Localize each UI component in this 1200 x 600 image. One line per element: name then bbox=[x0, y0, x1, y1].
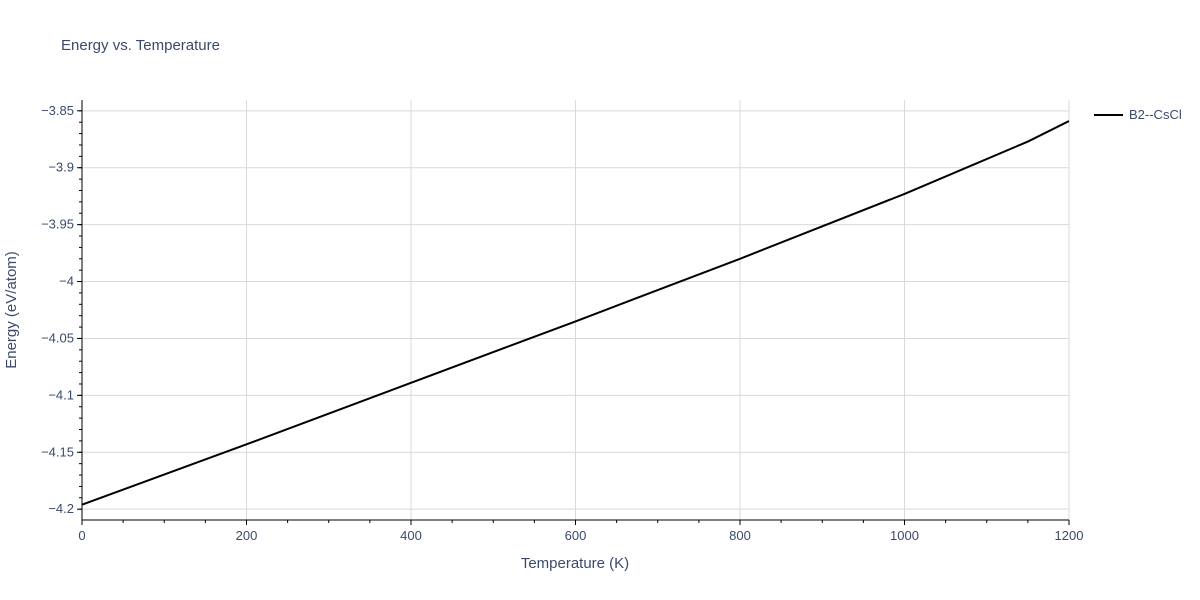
legend[interactable]: B2--CsCl bbox=[1094, 107, 1182, 122]
y-tick-label: −4.1 bbox=[48, 387, 74, 402]
series-line bbox=[81, 120, 1070, 506]
x-tick-labels: 0 200 400 600 800 1000 1200 bbox=[78, 528, 1083, 543]
legend-label: B2--CsCl bbox=[1129, 107, 1182, 122]
x-tick-label: 400 bbox=[400, 528, 422, 543]
series-layer bbox=[81, 120, 1070, 506]
y-tick-label: −4.15 bbox=[41, 444, 74, 459]
x-tick-label: 200 bbox=[236, 528, 258, 543]
axes bbox=[77, 100, 1070, 525]
x-axis-label: Temperature (K) bbox=[521, 555, 629, 572]
chart-title: Energy vs. Temperature bbox=[61, 37, 220, 54]
y-tick-label: −3.9 bbox=[48, 160, 74, 175]
y-tick-label: −4.05 bbox=[41, 330, 74, 345]
x-tick-label: 800 bbox=[729, 528, 751, 543]
x-tick-label: 1000 bbox=[890, 528, 919, 543]
x-tick-label: 1200 bbox=[1055, 528, 1084, 543]
x-tick-label: 0 bbox=[78, 528, 85, 543]
y-gridlines bbox=[82, 110, 1069, 510]
y-tick-label: −3.95 bbox=[41, 217, 74, 232]
y-tick-label: −4 bbox=[59, 274, 74, 289]
y-tick-label: −3.85 bbox=[41, 103, 74, 118]
x-tick-label: 600 bbox=[565, 528, 587, 543]
y-tick-label: −4.2 bbox=[48, 501, 74, 516]
x-gridlines bbox=[81, 100, 1070, 520]
y-axis-label: Energy (eV/atom) bbox=[3, 251, 20, 369]
y-tick-labels: −4.2 −4.15 −4.1 −4.05 −4 −3.95 −3.9 −3.85 bbox=[41, 103, 74, 516]
